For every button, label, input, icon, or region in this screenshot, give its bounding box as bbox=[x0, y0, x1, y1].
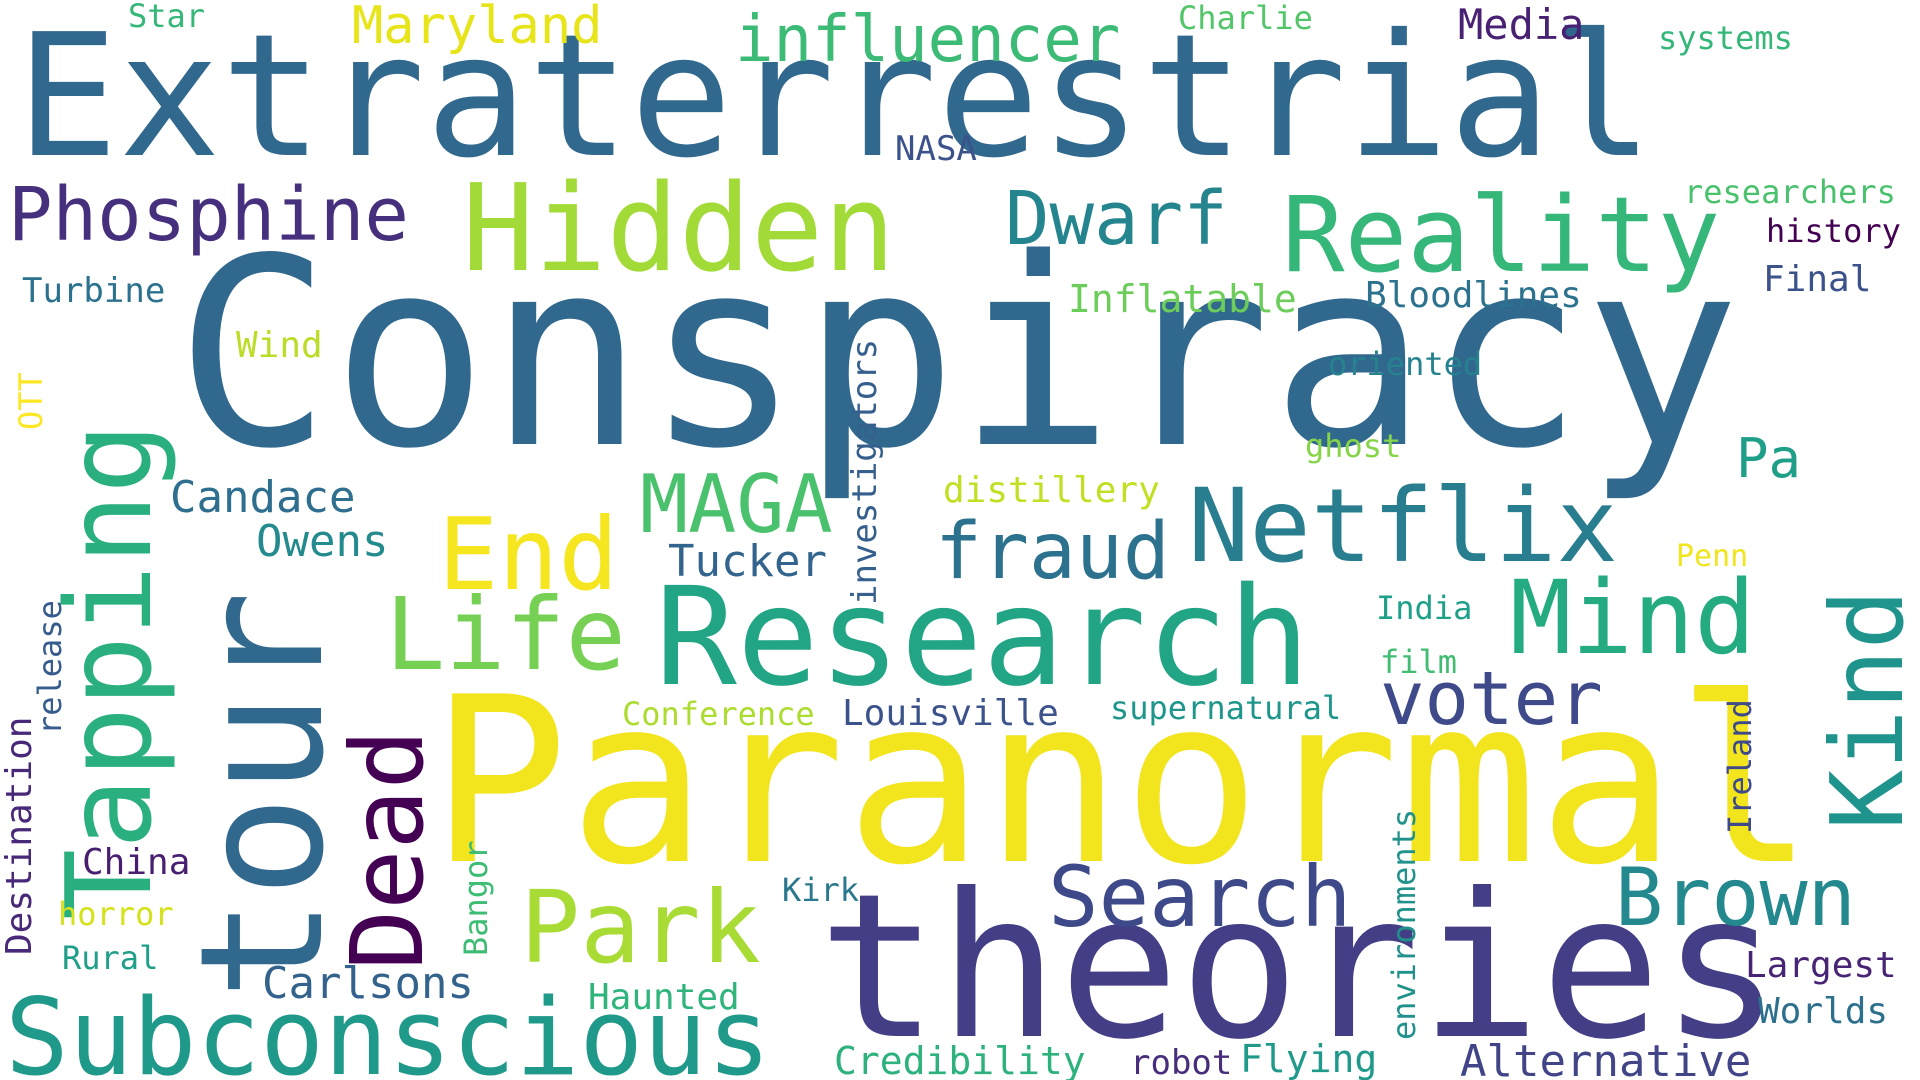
word-phosphine: Phosphine bbox=[8, 172, 409, 258]
word-rural: Rural bbox=[62, 939, 159, 977]
word-subconscious: Subconscious bbox=[5, 976, 771, 1080]
word-destination: Destination bbox=[0, 716, 40, 955]
word-brown: Brown bbox=[1615, 851, 1856, 944]
word-investigators: investigators bbox=[845, 338, 885, 605]
word-history: history bbox=[1766, 212, 1901, 250]
word-conspiracy: Conspiracy bbox=[175, 204, 1741, 506]
word-maga: MAGA bbox=[640, 458, 833, 551]
word-dead: Dead bbox=[329, 729, 446, 970]
word-release: release bbox=[31, 600, 69, 735]
word-dwarf: Dwarf bbox=[1005, 176, 1228, 262]
word-ott: OTT bbox=[12, 372, 50, 430]
word-haunted: Haunted bbox=[588, 977, 740, 1018]
word-pa: Pa bbox=[1736, 427, 1802, 490]
word-media: Media bbox=[1458, 0, 1585, 49]
word-life: Life bbox=[385, 576, 626, 693]
word-kirk: Kirk bbox=[782, 871, 860, 909]
word-maryland: Maryland bbox=[352, 0, 603, 56]
word-supernatural: supernatural bbox=[1110, 689, 1342, 727]
word-oriented: oriented bbox=[1328, 345, 1483, 383]
word-distillery: distillery bbox=[943, 470, 1160, 511]
word-researchers: researchers bbox=[1684, 173, 1896, 211]
word-horror: horror bbox=[58, 895, 174, 933]
word-tour: tour bbox=[164, 590, 362, 1000]
word-india: India bbox=[1376, 589, 1473, 627]
word-environments: environments bbox=[1385, 808, 1423, 1040]
word-charlie: Charlie bbox=[1178, 0, 1313, 37]
word-kind: Kind bbox=[1809, 589, 1920, 830]
word-ghost: ghost bbox=[1305, 427, 1402, 465]
word-bangor: Bangor bbox=[457, 840, 495, 956]
word-owens: Owens bbox=[256, 516, 389, 567]
word-inflatable: Inflatable bbox=[1068, 277, 1297, 321]
word-ireland: Ireland bbox=[1721, 699, 1759, 834]
word-theories: theories bbox=[818, 851, 1782, 1080]
word-louisville: Louisville bbox=[842, 693, 1059, 734]
word-film: film bbox=[1380, 643, 1458, 681]
word-research: Research bbox=[655, 559, 1311, 717]
word-netflix: Netflix bbox=[1188, 467, 1618, 586]
word-tucker: Tucker bbox=[668, 536, 827, 587]
word-search: Search bbox=[1048, 848, 1352, 946]
word-robot: robot bbox=[1130, 1043, 1233, 1080]
word-paranormal: Paranormal bbox=[430, 649, 1815, 916]
word-nasa: NASA bbox=[895, 129, 977, 169]
word-carlsons: Carlsons bbox=[262, 958, 474, 1009]
word-penn: Penn bbox=[1676, 539, 1749, 574]
word-hidden: Hidden bbox=[462, 160, 896, 299]
word-fraud: fraud bbox=[935, 507, 1170, 597]
word-reality: Reality bbox=[1282, 174, 1721, 296]
word-flying: Flying bbox=[1240, 1037, 1378, 1080]
word-extraterrestrial: Extraterrestrial bbox=[16, 0, 1654, 196]
word-bloodlines: Bloodlines bbox=[1365, 275, 1582, 316]
word-park: Park bbox=[520, 869, 761, 986]
word-voter: voter bbox=[1380, 656, 1603, 742]
word-credibility: Credibility bbox=[834, 1039, 1086, 1080]
word-wind: Wind bbox=[236, 325, 323, 366]
word-worlds: Worlds bbox=[1758, 991, 1889, 1032]
word-alternative: Alternative bbox=[1460, 1036, 1752, 1080]
word-star: Star bbox=[128, 0, 206, 35]
word-china: China bbox=[82, 842, 191, 883]
word-turbine: Turbine bbox=[22, 271, 166, 311]
word-systems: systems bbox=[1658, 19, 1793, 57]
word-final: Final bbox=[1763, 259, 1872, 300]
word-conference: Conference bbox=[622, 695, 815, 733]
word-candace: Candace bbox=[170, 472, 356, 523]
word-influencer: influencer bbox=[735, 3, 1121, 77]
word-largest: Largest bbox=[1745, 945, 1897, 986]
word-end: End bbox=[438, 496, 619, 613]
word-mind: Mind bbox=[1510, 559, 1756, 678]
